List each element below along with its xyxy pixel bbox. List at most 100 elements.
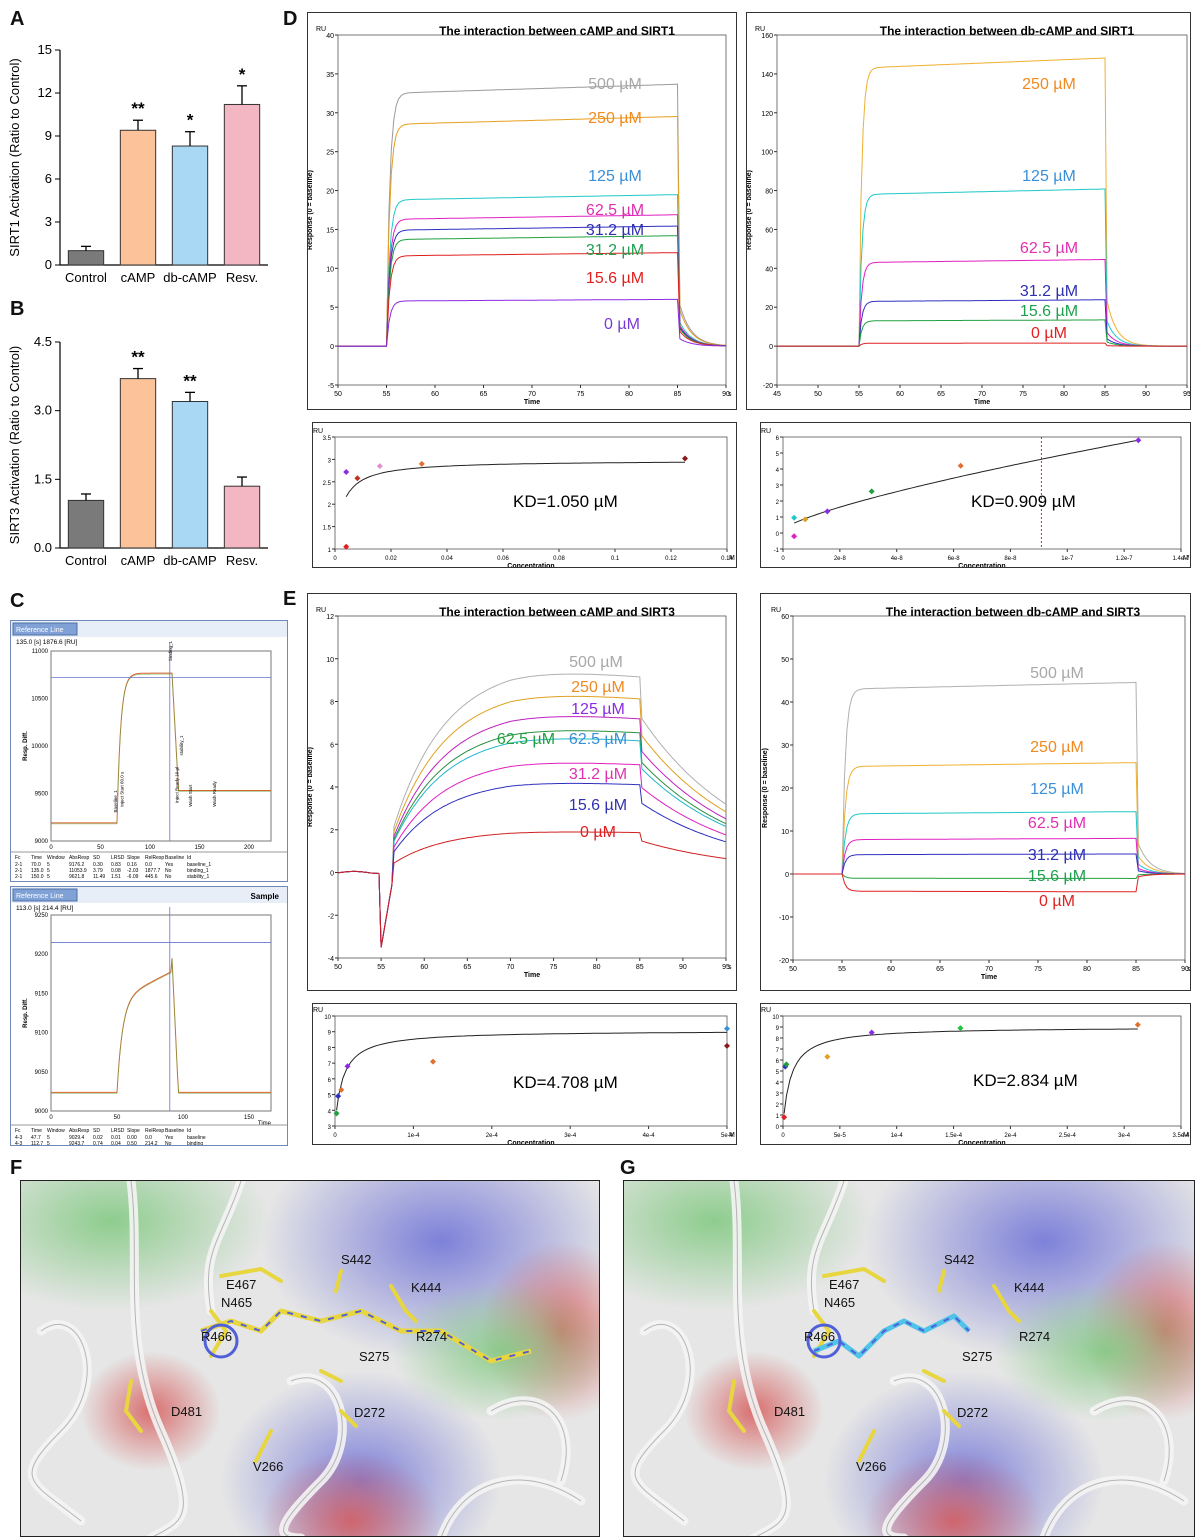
y-tick-label: -10	[779, 915, 789, 922]
ribbon-edge	[490, 1400, 567, 1482]
table-header-cell: SD	[93, 855, 100, 861]
x-tick-label: 65	[463, 964, 471, 971]
y-tick-label: 3.0	[34, 403, 52, 418]
y-tick-label: 5	[776, 1070, 780, 1076]
table-header-cell: SD	[93, 1128, 100, 1134]
y-tick-label: -20	[779, 958, 789, 965]
residue-label: R466	[804, 1329, 835, 1344]
sensorgram-line	[337, 762, 727, 948]
fit-curve	[345, 461, 685, 498]
table-cell: 0.0	[145, 1135, 152, 1141]
hydrophobic-patch	[994, 1281, 1194, 1421]
sensorgram-line	[793, 873, 1185, 879]
y-tick-label: 1.5	[323, 526, 332, 532]
residue-label: V266	[253, 1459, 283, 1474]
x-axis-label: Time	[524, 972, 540, 979]
residue-label: D272	[354, 1405, 385, 1420]
table-header-cell: Baseline	[165, 1128, 184, 1134]
x-tick-label: 0.14	[721, 556, 733, 562]
concentration-label: 62.5 µM	[569, 731, 627, 748]
data-point	[344, 1063, 351, 1070]
x-tick-label: 80	[593, 964, 601, 971]
residue-label: R466	[201, 1329, 232, 1344]
table-cell: 9029.4	[69, 1135, 85, 1141]
residue-label: S275	[962, 1349, 992, 1364]
x-tick-label: cAMP	[121, 270, 156, 285]
y-tick-label: 0	[45, 257, 52, 272]
y-tick-label: 3	[776, 1092, 780, 1098]
adenine-ring	[203, 1323, 239, 1359]
docking-image-f: E467 S442 K444 N465 R466 R274 S275 D481 D272 V266	[20, 1180, 600, 1537]
concentration-label: 31.2 µM	[1028, 847, 1086, 864]
y-tick-label: 0	[776, 532, 780, 538]
y-tick-label: -20	[763, 383, 773, 390]
y-tick-label: 3	[45, 214, 52, 229]
x-axis-label: Time	[981, 974, 997, 981]
concentration-label: 250 µM	[588, 110, 642, 127]
ribbon-edge	[31, 1324, 88, 1522]
concentration-label: 62.5 µM	[1020, 240, 1078, 257]
x-tick-label: 2.5e-4	[1059, 1133, 1077, 1139]
x-tick-label: Control	[65, 553, 107, 568]
y-axis-label: Response (0 = baseline)	[747, 170, 753, 250]
residue-label: N465	[221, 1295, 252, 1310]
x-tick-label: 0	[333, 1133, 337, 1139]
x-tick-label: Resv.	[226, 553, 258, 568]
x-tick-label: 55	[383, 391, 391, 398]
x-tick-label: 90	[1142, 391, 1150, 398]
chart-title: The interaction between db-cAMP and SIRT…	[886, 605, 1141, 619]
table-header-cell: RelResp	[145, 855, 164, 861]
x-unit-label: M	[729, 1132, 735, 1139]
plot-frame	[50, 914, 272, 1112]
table-cell: 9621.8	[69, 874, 85, 880]
y-tick-label: 5	[776, 452, 780, 458]
bar	[171, 401, 209, 549]
y-tick-label: 120	[761, 111, 773, 118]
sensorgram-curve	[51, 958, 271, 1093]
residue-label: V266	[856, 1459, 886, 1474]
table-cell: 2-1	[15, 862, 22, 868]
sensorgram-line	[338, 298, 727, 347]
sensorgram-line	[337, 716, 727, 948]
unit-label: RU	[313, 428, 323, 435]
panel-label-c: C	[10, 590, 25, 612]
y-tick-label: 3.5	[323, 436, 332, 442]
sensorgram-line	[338, 116, 727, 347]
y-tick-label: 1	[776, 516, 780, 522]
y-tick-label: 8	[330, 700, 334, 707]
y-tick-label: 10	[326, 657, 334, 664]
x-tick-label: 0.12	[665, 556, 677, 562]
table-cell: 0.30	[93, 862, 103, 868]
concentration-label: 500 µM	[569, 654, 623, 671]
table-cell: 0.83	[111, 862, 121, 868]
data-point	[781, 1114, 788, 1121]
x-tick-label: db-cAMP	[163, 270, 216, 285]
sensorgram-line	[338, 194, 727, 347]
y-tick-label: 7	[328, 1062, 332, 1068]
x-tick-label: 55	[855, 391, 863, 398]
sensorgram-line	[337, 831, 727, 948]
ligand-nitrogen	[200, 1309, 532, 1363]
sensorgram-line	[337, 738, 727, 948]
y-tick-label: 5	[330, 305, 334, 312]
y-tick-label: 12	[326, 614, 334, 621]
y-tick-label: 20	[781, 786, 789, 793]
unit-label: RU	[761, 428, 771, 435]
data-point	[724, 1042, 730, 1049]
table-cell: stability_1	[187, 874, 209, 880]
y-tick-label: 0	[785, 872, 789, 879]
sensorgram-curve	[51, 672, 271, 824]
affinity-chart-e3: 0 1e-4 2e-4 3e-4 4e-4 5e-4 3 4 5 6 7 8 9 10 RU M Concent…	[304, 1003, 737, 1147]
table-cell: 0.00	[127, 1135, 137, 1141]
concentration-label: 0 µM	[1039, 893, 1075, 910]
y-tick-label: 6	[330, 742, 334, 749]
x-tick-label: 0	[781, 1133, 785, 1139]
residue-label: S442	[944, 1252, 974, 1267]
sensorgram-line	[337, 730, 727, 948]
sensorgram-line	[793, 873, 1185, 893]
y-tick-label: 5	[328, 1094, 332, 1100]
kd-label: KD=2.834 µM	[973, 1071, 1078, 1090]
bar	[223, 485, 261, 549]
ribbon-edge	[441, 1479, 582, 1536]
unit-label: RU	[771, 607, 781, 614]
